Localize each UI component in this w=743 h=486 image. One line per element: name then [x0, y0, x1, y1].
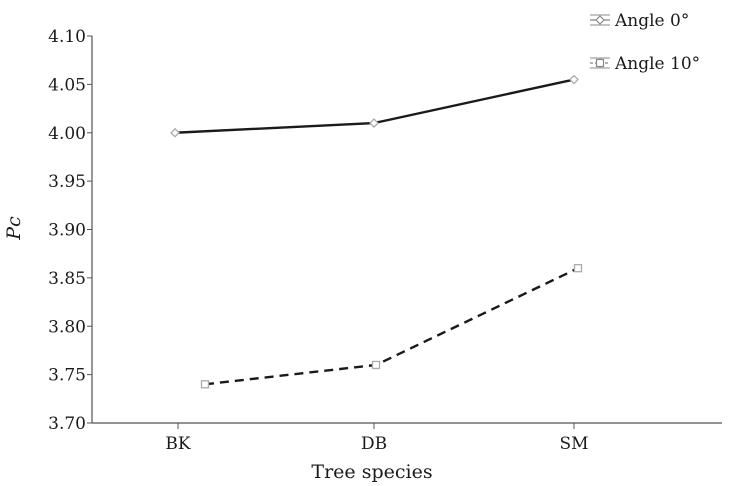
legend-label: Angle 10°: [614, 54, 700, 74]
legend-entry-angle-10: Angle 10°: [590, 54, 700, 74]
legend-label: Angle 0°: [614, 11, 689, 31]
y-tick-label: 3.90: [48, 221, 86, 241]
x-tick-label: SM: [559, 434, 588, 454]
series-angle-0: [170, 74, 579, 138]
x-tick-label: DB: [361, 434, 387, 454]
y-tick-label: 4.05: [48, 75, 86, 95]
data-point-square: [200, 380, 210, 389]
y-axis-title: Pc: [3, 216, 25, 241]
y-tick-label: 4.00: [48, 124, 86, 144]
legend-entry-angle-0: Angle 0°: [590, 11, 689, 31]
data-point-square: [371, 360, 381, 370]
y-tick-label: 3.95: [48, 172, 86, 192]
data-point-diamond: [369, 118, 379, 128]
data-point-diamond: [569, 74, 579, 85]
series-line: [204, 267, 579, 386]
legend: Angle 0° Angle 10°: [590, 11, 700, 74]
y-tick-label: 3.80: [48, 317, 86, 337]
y-axis-ticks: 3.70 3.75 3.80 3.85 3.90 3.95 4.00 4.05 4.10: [48, 27, 92, 434]
x-axis-title: Tree species: [311, 461, 432, 483]
y-tick-label: 3.70: [48, 414, 86, 434]
x-axis-ticks: BK DB SM: [165, 423, 589, 454]
x-tick-label: BK: [165, 434, 190, 454]
data-point-square: [573, 264, 583, 273]
data-point-diamond: [170, 127, 180, 138]
series-layer: [170, 74, 583, 389]
series-angle-10: [200, 264, 583, 389]
legend-marker-diamond: [595, 15, 605, 25]
y-tick-label: 3.85: [48, 269, 86, 289]
y-tick-label: 4.10: [48, 27, 86, 47]
legend-marker-square: [595, 58, 605, 68]
y-tick-label: 3.75: [48, 366, 86, 386]
